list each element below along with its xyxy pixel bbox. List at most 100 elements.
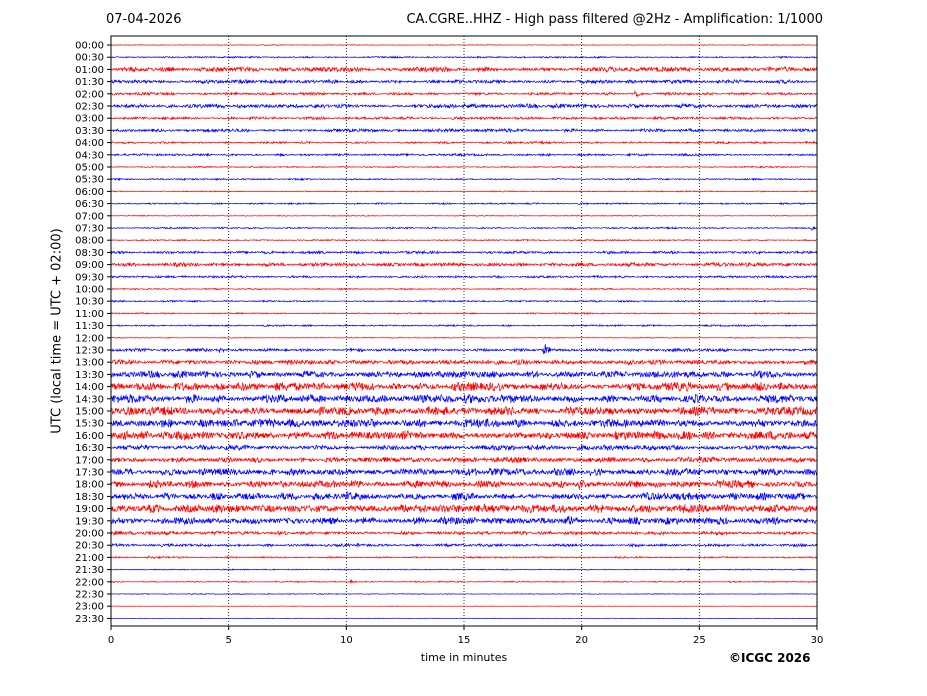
x-axis-label: time in minutes: [420, 651, 508, 664]
y-tick-label: 03:30: [75, 126, 104, 137]
y-tick-label: 15:00: [75, 407, 104, 418]
x-tick-label-30: 30: [811, 635, 824, 646]
trace-01:00: [110, 65, 818, 74]
trace-07:30: [110, 225, 818, 231]
x-tick-label-25: 25: [693, 635, 706, 646]
y-tick-label: 18:00: [75, 480, 104, 491]
trace-10:30: [110, 299, 818, 303]
trace-08:00: [110, 238, 818, 242]
trace-20:00: [110, 530, 818, 536]
x-tick-label-10: 10: [340, 635, 353, 646]
y-tick-label: 09:30: [75, 272, 104, 283]
y-tick-label: 02:00: [75, 89, 104, 100]
trace-06:30: [110, 201, 818, 206]
trace-17:00: [110, 456, 818, 464]
trace-23:30: [110, 617, 818, 620]
trace-04:00: [110, 140, 818, 145]
trace-01:30: [110, 78, 818, 85]
trace-20:30: [110, 542, 818, 548]
y-tick-label: 22:00: [75, 577, 104, 588]
y-tick-label: 16:30: [75, 443, 104, 454]
grid-lines: [228, 36, 700, 626]
trace-14:30: [110, 393, 818, 404]
trace-21:30: [110, 568, 818, 571]
trace-17:30: [110, 467, 818, 477]
trace-11:00: [110, 311, 818, 315]
trace-19:30: [110, 515, 818, 526]
y-tick-label: 06:30: [75, 199, 104, 210]
date-label: 07-04-2026: [106, 12, 182, 27]
y-tick-label: 04:00: [75, 138, 104, 149]
y-tick-label: 01:00: [75, 65, 104, 76]
seismic-traces: [110, 44, 818, 620]
copyright-label: ©ICGC 2026: [729, 651, 811, 665]
trace-12:30: [110, 343, 818, 355]
y-tick-label: 17:00: [75, 455, 104, 466]
y-tick-label: 00:00: [75, 41, 104, 52]
trace-10:00: [110, 287, 818, 291]
trace-11:30: [110, 323, 818, 328]
y-tick-label: 23:30: [75, 614, 104, 625]
plot-frame: [110, 35, 818, 627]
y-tick-label: 11:30: [75, 321, 104, 332]
y-tick-label: 19:30: [75, 516, 104, 527]
y-tick-label: 15:30: [75, 419, 104, 430]
trace-14:00: [110, 381, 818, 392]
y-tick-label: 04:30: [75, 150, 104, 161]
y-tick-label: 10:00: [75, 285, 104, 296]
y-tick-label: 20:30: [75, 541, 104, 552]
trace-13:00: [110, 358, 818, 366]
x-tick-label-20: 20: [575, 635, 588, 646]
x-tick-label-15: 15: [458, 635, 471, 646]
y-tick-label: 22:30: [75, 590, 104, 601]
chart-title: CA.CGRE..HHZ - High pass filtered @2Hz -…: [406, 12, 823, 27]
y-tick-label: 11:00: [75, 309, 104, 320]
y-tick-label: 17:30: [75, 468, 104, 479]
trace-09:30: [110, 274, 818, 280]
x-tick-label-0: 0: [108, 635, 114, 646]
trace-12:00: [110, 336, 818, 339]
y-tick-label: 13:00: [75, 358, 104, 369]
y-tick-label: 01:30: [75, 77, 104, 88]
trace-03:30: [110, 127, 818, 134]
y-tick-label: 08:00: [75, 236, 104, 247]
y-tick-label: 13:30: [75, 370, 104, 381]
y-tick-label: 07:00: [75, 211, 104, 222]
y-tick-label: 05:00: [75, 163, 104, 174]
trace-16:00: [110, 429, 818, 441]
y-tick-label: 12:30: [75, 346, 104, 357]
trace-02:30: [110, 102, 818, 110]
trace-18:30: [110, 491, 818, 502]
y-tick-label: 07:30: [75, 224, 104, 235]
y-tick-label: 14:00: [75, 382, 104, 393]
y-tick-label: 09:00: [75, 260, 104, 271]
y-tick-label: 06:00: [75, 187, 104, 198]
y-tick-label: 23:00: [75, 602, 104, 613]
trace-09:00: [110, 261, 818, 268]
y-tick-label: 19:00: [75, 504, 104, 515]
y-tick-label: 21:30: [75, 565, 104, 576]
y-tick-label: 14:30: [75, 394, 104, 405]
trace-03:00: [110, 115, 818, 121]
y-tick-label: 18:30: [75, 492, 104, 503]
trace-15:30: [110, 417, 818, 429]
trace-02:00: [110, 89, 817, 98]
trace-19:00: [110, 503, 818, 514]
trace-16:30: [110, 443, 818, 452]
trace-22:00: [110, 578, 818, 584]
trace-08:30: [110, 249, 818, 256]
y-tick-label: 02:30: [75, 102, 104, 113]
trace-15:00: [110, 405, 818, 417]
trace-23:00: [110, 605, 818, 607]
trace-18:00: [110, 479, 818, 490]
x-tick-label-5: 5: [225, 635, 231, 646]
trace-05:30: [110, 177, 818, 182]
y-tick-label: 20:00: [75, 529, 104, 540]
trace-06:00: [110, 190, 818, 193]
trace-07:00: [110, 214, 818, 217]
y-tick-label: 10:30: [75, 297, 104, 308]
y-tick-label: 00:30: [75, 53, 104, 64]
trace-05:00: [110, 165, 818, 169]
